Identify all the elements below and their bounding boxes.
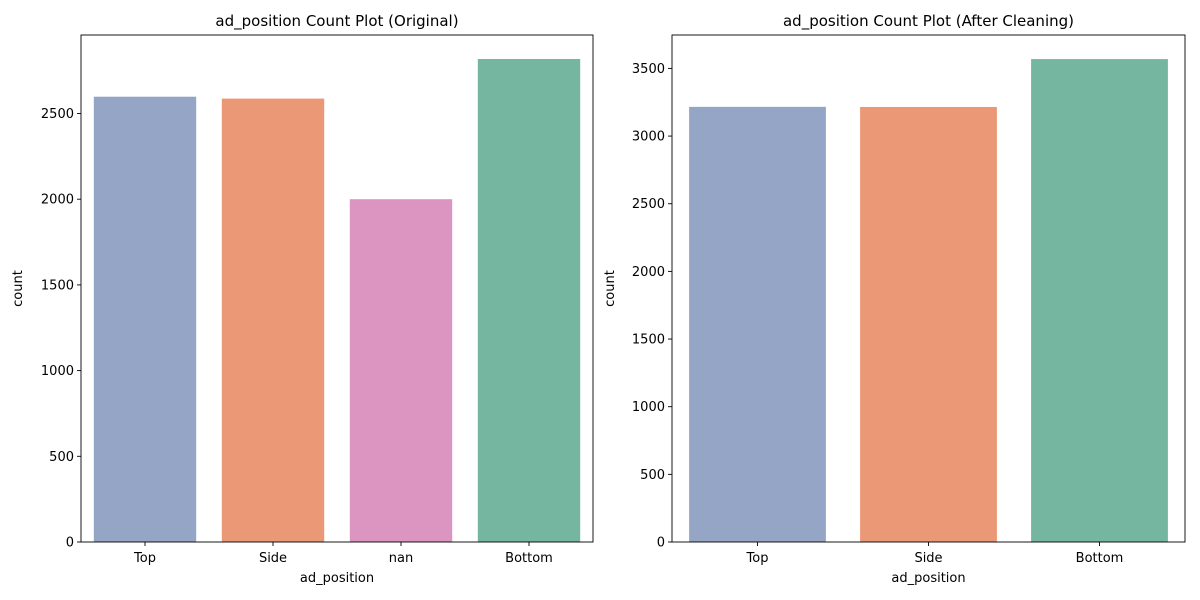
x-axis-label: ad_position bbox=[300, 571, 374, 586]
x-tick-label: Bottom bbox=[505, 551, 553, 566]
y-tick-label: 2500 bbox=[632, 197, 665, 212]
y-tick-label: 1500 bbox=[41, 278, 74, 293]
x-tick-label: Side bbox=[259, 551, 287, 566]
bar-top bbox=[689, 106, 826, 542]
y-tick-label: 500 bbox=[640, 468, 665, 483]
x-tick-label: Top bbox=[746, 551, 769, 566]
bar-side bbox=[221, 98, 325, 543]
y-tick-label: 2500 bbox=[41, 107, 74, 122]
y-tick-label: 3500 bbox=[632, 62, 665, 77]
y-tick-label: 3000 bbox=[632, 130, 665, 145]
x-tick-label: nan bbox=[389, 551, 413, 566]
x-tick-label: Top bbox=[133, 551, 156, 566]
chart-after-cleaning: ad_position Count Plot (After Cleaning) 0… bbox=[603, 12, 1186, 586]
plot-frame bbox=[80, 34, 594, 543]
bar-nan bbox=[349, 199, 453, 542]
y-tick-label: 1000 bbox=[632, 400, 665, 415]
x-axis-label: ad_position bbox=[891, 571, 965, 586]
y-axis-label: count bbox=[603, 270, 618, 307]
y-tick-label: 1000 bbox=[41, 364, 74, 379]
bar-bottom bbox=[1031, 59, 1168, 542]
bar-bottom bbox=[477, 58, 581, 543]
bar-side bbox=[860, 106, 997, 543]
y-axis-label: count bbox=[11, 270, 26, 307]
y-tick-label: 500 bbox=[49, 450, 74, 465]
y-tick-label: 0 bbox=[657, 536, 665, 551]
x-tick-label: Bottom bbox=[1076, 551, 1124, 566]
x-tick-label: Side bbox=[914, 551, 942, 566]
chart-original: ad_position Count Plot (Original) 0 500 100… bbox=[11, 12, 594, 586]
y-tick-label: 2000 bbox=[632, 265, 665, 280]
chart-title: ad_position Count Plot (After Cleaning) bbox=[783, 12, 1074, 31]
y-tick-label: 0 bbox=[66, 536, 74, 551]
chart-title: ad_position Count Plot (Original) bbox=[215, 12, 458, 31]
bar-top bbox=[93, 96, 197, 542]
y-tick-label: 1500 bbox=[632, 333, 665, 348]
y-tick-label: 2000 bbox=[41, 193, 74, 208]
